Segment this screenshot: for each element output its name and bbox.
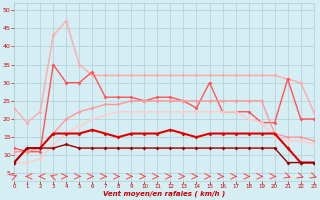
X-axis label: Vent moyen/en rafales ( km/h ): Vent moyen/en rafales ( km/h ) — [103, 191, 225, 197]
